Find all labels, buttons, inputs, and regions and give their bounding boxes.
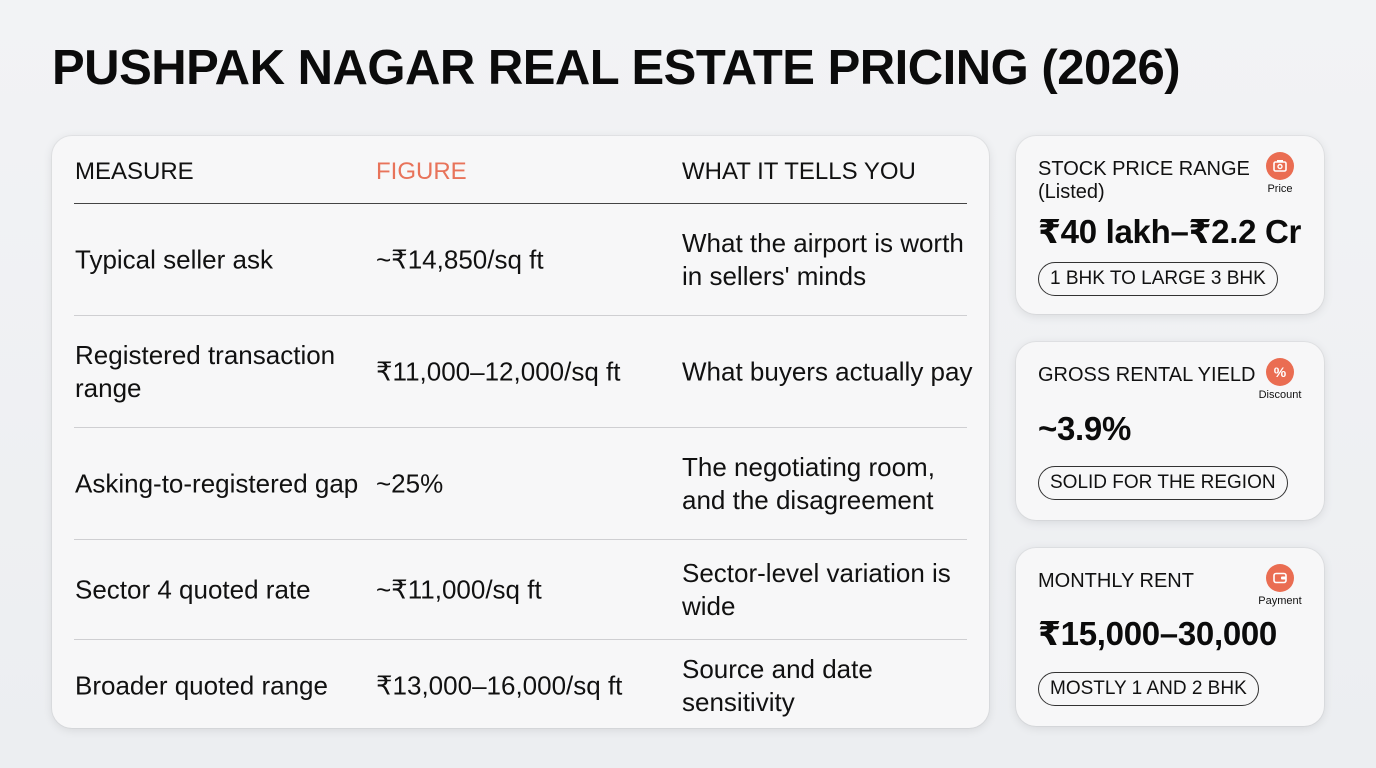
price-badge: Price	[1250, 152, 1310, 195]
pricing-table: MEASURE FIGURE WHAT IT TELLS YOU Typical…	[52, 136, 989, 728]
stock-price-card: STOCK PRICE RANGE (Listed) Price ₹40 lak…	[1016, 136, 1324, 314]
meaning-cell: What the airport is worth in sellers' mi…	[682, 227, 964, 291]
figure-cell: ~₹14,850/sq ft	[376, 244, 544, 274]
measure-cell: Sector 4 quoted rate	[75, 574, 311, 604]
card-value: ₹15,000–30,000	[1038, 615, 1277, 652]
percent-icon: %	[1266, 358, 1294, 386]
meaning-cell: Sector-level variation is wide	[682, 557, 951, 621]
price-tag-icon	[1266, 152, 1294, 180]
badge-caption: Payment	[1258, 595, 1302, 607]
monthly-rent-card: MONTHLY RENT Payment ₹15,000–30,000 MOST…	[1016, 548, 1324, 726]
figure-cell: ₹11,000–12,000/sq ft	[376, 356, 621, 386]
card-pill: SOLID FOR THE REGION	[1038, 466, 1288, 500]
table-header: MEASURE FIGURE WHAT IT TELLS YOU	[74, 136, 967, 204]
card-value: ₹40 lakh–₹2.2 Cr	[1038, 213, 1302, 250]
discount-badge: % Discount	[1250, 358, 1310, 401]
badge-caption: Price	[1267, 183, 1293, 195]
card-value: ~3.9%	[1038, 410, 1131, 447]
figure-cell: ~₹11,000/sq ft	[376, 574, 542, 604]
measure-cell: Asking-to-registered gap	[75, 468, 359, 498]
measure-cell: Registered transaction range	[75, 339, 336, 403]
measure-cell: Broader quoted range	[75, 670, 328, 701]
figure-cell: ₹13,000–16,000/sq ft	[376, 670, 623, 701]
page-title: PUSHPAK NAGAR REAL ESTATE PRICING (2026)	[52, 41, 1181, 95]
measure-cell: Typical seller ask	[75, 244, 273, 274]
card-label: MONTHLY RENT	[1038, 570, 1194, 592]
header-meaning: WHAT IT TELLS YOU	[682, 158, 916, 185]
wallet-icon	[1266, 564, 1294, 592]
table-row: Registered transaction range ₹11,000–12,…	[74, 316, 972, 428]
table-row: Broader quoted range ₹13,000–16,000/sq f…	[74, 640, 967, 732]
meaning-cell: Source and date sensitivity	[682, 654, 873, 717]
header-measure: MEASURE	[75, 158, 194, 185]
table-row: Asking-to-registered gap ~25% The negoti…	[74, 428, 967, 540]
figure-cell: ~25%	[376, 468, 444, 498]
card-pill: MOSTLY 1 AND 2 BHK	[1038, 672, 1259, 706]
card-pill: 1 BHK TO LARGE 3 BHK	[1038, 262, 1278, 296]
badge-caption: Discount	[1258, 389, 1302, 401]
table-row: Typical seller ask ~₹14,850/sq ft What t…	[74, 204, 967, 316]
meaning-cell: What buyers actually pay	[682, 356, 973, 386]
card-label: GROSS RENTAL YIELD	[1038, 364, 1256, 386]
table-row: Sector 4 quoted rate ~₹11,000/sq ft Sect…	[74, 540, 967, 640]
card-label: STOCK PRICE RANGE (Listed)	[1038, 158, 1250, 203]
payment-badge: Payment	[1250, 564, 1310, 607]
header-figure: FIGURE	[376, 158, 467, 185]
rental-yield-card: GROSS RENTAL YIELD % Discount ~3.9% SOLI…	[1016, 342, 1324, 520]
meaning-cell: The negotiating room, and the disagreeme…	[682, 451, 935, 515]
